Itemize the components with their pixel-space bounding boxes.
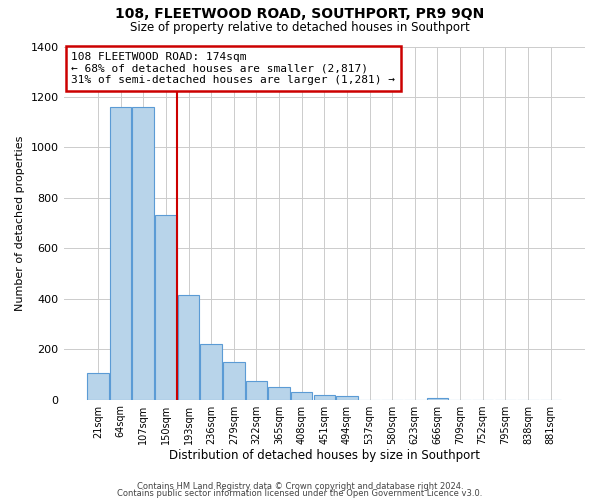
X-axis label: Distribution of detached houses by size in Southport: Distribution of detached houses by size …	[169, 450, 480, 462]
Bar	[178, 295, 199, 400]
Text: Contains public sector information licensed under the Open Government Licence v3: Contains public sector information licen…	[118, 489, 482, 498]
Bar	[245, 382, 267, 400]
Bar	[291, 392, 313, 400]
Bar	[427, 398, 448, 400]
Bar	[87, 372, 109, 400]
Y-axis label: Number of detached properties: Number of detached properties	[15, 136, 25, 310]
Text: Size of property relative to detached houses in Southport: Size of property relative to detached ho…	[130, 21, 470, 34]
Text: 108 FLEETWOOD ROAD: 174sqm
← 68% of detached houses are smaller (2,817)
31% of s: 108 FLEETWOOD ROAD: 174sqm ← 68% of deta…	[71, 52, 395, 85]
Text: 108, FLEETWOOD ROAD, SOUTHPORT, PR9 9QN: 108, FLEETWOOD ROAD, SOUTHPORT, PR9 9QN	[115, 8, 485, 22]
Bar	[268, 388, 290, 400]
Bar	[223, 362, 245, 400]
Bar	[336, 396, 358, 400]
Bar	[133, 107, 154, 400]
Bar	[110, 107, 131, 400]
Bar	[155, 216, 176, 400]
Bar	[200, 344, 222, 400]
Text: Contains HM Land Registry data © Crown copyright and database right 2024.: Contains HM Land Registry data © Crown c…	[137, 482, 463, 491]
Bar	[314, 395, 335, 400]
